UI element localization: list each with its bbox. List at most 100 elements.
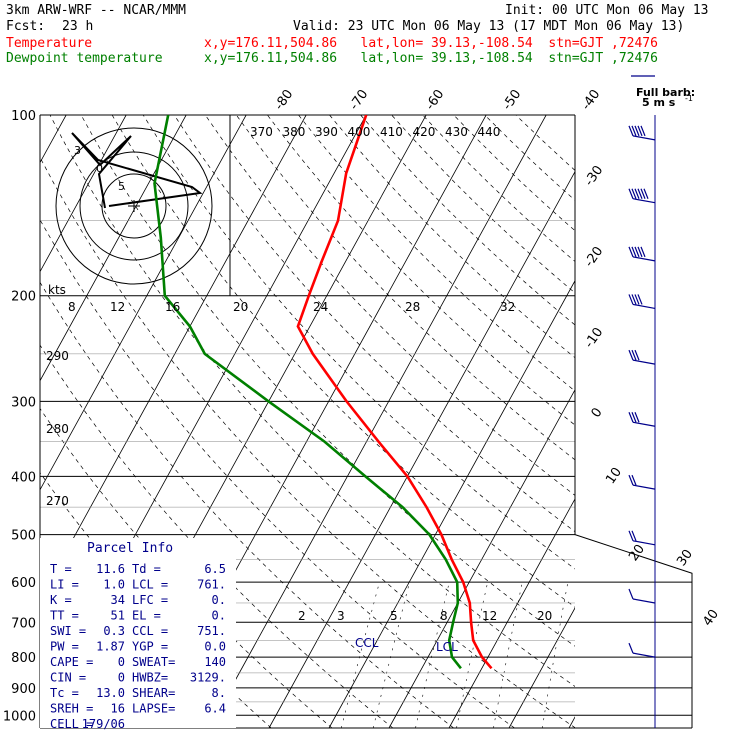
potential-temp-label: 440 [478,125,501,139]
parcel-row-label: SREH = [50,702,93,716]
upper-temp-label: 12 [110,300,125,314]
parcel-row-label: SWI = [50,624,86,638]
potential-temp-label: 400 [348,125,371,139]
parcel-row-value: 0.3 [103,624,125,638]
wind-barb-flag [628,294,634,305]
parcel-row-label: CCL = [132,624,168,638]
parcel-row-value: 6.4 [204,702,226,716]
parcel-row-value: 1.87 [96,640,125,654]
wind-barb-flag [634,188,640,199]
dry-adiabat-label: 290 [46,349,69,363]
parcel-row-value: 0. [212,593,226,607]
wind-barb-flag [628,188,634,199]
hodograph-ring [101,173,167,239]
isotherm-line [268,170,575,729]
wind-barb-flag [631,294,637,305]
isotherm-label: -10 [582,325,606,351]
init-time: Init: 00 UTC Mon 06 May 13 [505,3,709,18]
parcel-row-value: 8. [212,686,226,700]
parcel-row-label: TT = [50,609,79,623]
isotherm-label: 30 [674,547,696,569]
wind-barb-flag [631,188,637,199]
dewpoint-legend-label: Dewpoint temperature [6,51,163,66]
parcel-row-label: LCL = [132,578,168,592]
isotherm-label: 0 [589,405,606,420]
isotherm-label: 20 [626,542,648,564]
potential-temp-label: 420 [413,125,436,139]
isotherm-label: -60 [423,87,447,113]
parcel-row-label: CAPE = [50,655,93,669]
wind-barb-flag [640,246,646,258]
wind-barb-flag [631,246,637,258]
dry-adiabat-line [329,115,575,359]
parcel-row-value: 13.0 [96,686,125,700]
wind-barb-flag [631,412,637,423]
mixing-ratio-line [415,582,450,729]
isotherm-line [448,498,575,729]
barb-legend-exponent: -1 [685,94,693,103]
wind-barb-flag [631,349,637,361]
mixing-ratio-label: 2 [298,609,306,623]
mixing-ratio-label: 5 [390,609,398,623]
dewpoint-profile [153,115,462,670]
wind-barb-flag [628,588,634,600]
mixing-ratio-label: 3 [337,609,345,623]
dry-adiabat-line [360,115,575,326]
forecast-label: Fcst: [6,19,46,34]
parcel-row-value: 3129. [190,671,226,685]
parcel-row-label: CELL = [50,717,93,731]
wind-barb [632,303,656,310]
parcel-row-label: CIN = [50,671,86,685]
wind-barb [632,359,656,365]
wind-barb-flag [643,188,649,199]
parcel-row-value: 1.0 [103,578,125,592]
parcel-row-label: LI = [50,578,79,592]
parcel-row-label: Tc = [50,686,79,700]
wind-barb-flag [634,349,640,361]
isotherm-line [689,115,740,728]
dry-adiabat-line [391,115,575,294]
isotherm-line [40,115,187,382]
parcel-row-label: LAPSE= [132,702,175,716]
pressure-tick-label: 400 [11,470,36,485]
upper-temp-label: 16 [165,300,180,314]
hodograph-ring [55,127,213,285]
wind-barb-flag [634,246,640,258]
parcel-row-value: 51 [111,609,125,623]
dry-adiabat-line [298,115,575,392]
mixing-ratio-label: 12 [482,609,497,623]
parcel-row-value: 11.6 [96,562,125,576]
parcel-row-value: 0. [212,609,226,623]
hodograph-ring-label: 5 [118,180,125,193]
mixing-ratio-label: 8 [440,609,448,623]
mixing-ratio-line [456,582,488,729]
barb-legend-title: Full barb: [636,86,695,99]
dry-adiabat-line [484,115,575,201]
isotherm-label: -80 [272,87,296,113]
parcel-row-label: K = [50,593,72,607]
upper-temp-label: 8 [68,300,76,314]
wind-barb-flag [628,474,634,486]
lcl-marker: LCL [436,640,458,654]
wind-barb [632,421,656,427]
isotherm-label: -40 [579,87,603,113]
pressure-tick-label: 600 [11,576,36,591]
pressure-tick-label: 700 [11,616,36,631]
parcel-row-label: EL = [132,609,161,623]
hodograph-point-label: 3 [74,144,81,157]
parcel-row-label: LFC = [132,593,168,607]
parcel-info-panel [40,538,236,728]
potential-temp-label: 380 [283,125,306,139]
pressure-tick-label: 100 [11,109,36,124]
forecast-hour: 23 h [62,19,94,34]
wind-barb [632,598,656,604]
wind-barb [632,652,656,658]
hodograph-units-label: kts [48,283,66,297]
mixing-ratio-line [541,582,569,729]
parcel-row-label: T = [50,562,72,576]
dry-adiabat-line [453,115,575,232]
dry-adiabat-line [40,219,515,729]
temperature-legend-info: x,y=176.11,504.86 lat,lon= 39.13,-108.54… [204,36,658,51]
parcel-row-value: 34 [111,593,125,607]
